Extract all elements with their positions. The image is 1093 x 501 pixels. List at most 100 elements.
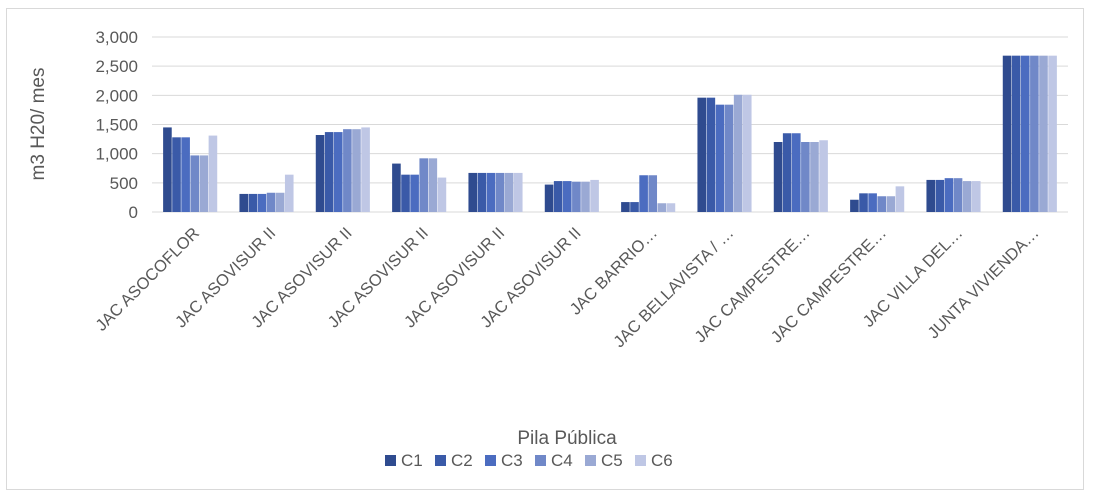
- bar: [248, 193, 258, 212]
- bar: [590, 179, 599, 212]
- legend-label: C2: [451, 451, 473, 470]
- bar: [392, 163, 401, 212]
- y-tick-label: 0: [129, 203, 138, 222]
- y-tick-label: 1,500: [95, 116, 138, 135]
- legend-swatch: [535, 455, 546, 466]
- bar: [172, 137, 181, 212]
- bar: [926, 179, 936, 212]
- x-axis-title: Pila Pública: [517, 428, 617, 449]
- legend-label: C4: [551, 451, 573, 470]
- bar: [553, 181, 563, 212]
- bar: [275, 192, 285, 212]
- bar: [791, 133, 801, 212]
- bar: [544, 184, 554, 212]
- y-tick-labels: 0 500 1,000 1,500 2,000 2,500 3,000: [95, 28, 138, 222]
- bar: [886, 196, 896, 212]
- bar: [953, 178, 963, 212]
- bar: [266, 192, 276, 212]
- legend-label: C1: [401, 451, 423, 470]
- legend-label: C3: [501, 451, 523, 470]
- bar: [199, 155, 209, 212]
- bar: [163, 127, 172, 212]
- bar: [819, 140, 828, 212]
- bar: [284, 174, 294, 212]
- bar: [877, 196, 887, 212]
- bar: [971, 181, 981, 212]
- bars: [163, 55, 1057, 212]
- bar: [733, 94, 743, 212]
- bar: [239, 193, 249, 212]
- bar: [324, 132, 334, 212]
- legend-swatch: [485, 455, 496, 466]
- bar: [495, 172, 505, 212]
- chart-frame: [6, 8, 1084, 490]
- bar: [742, 94, 752, 212]
- bar: [468, 172, 478, 212]
- bar: [697, 97, 707, 212]
- bar: [486, 172, 496, 212]
- bar: [962, 181, 972, 212]
- bar: [1030, 55, 1039, 212]
- bar: [801, 142, 810, 212]
- bar: [715, 104, 725, 212]
- bar: [935, 179, 945, 212]
- bar: [1020, 55, 1030, 212]
- legend-swatch: [435, 455, 446, 466]
- bar: [1011, 55, 1021, 212]
- bar: [657, 203, 667, 212]
- bar: [401, 174, 410, 212]
- legend-swatch: [385, 455, 396, 466]
- legend-swatch: [635, 455, 646, 466]
- bar: [343, 129, 352, 212]
- bar: [859, 193, 868, 212]
- bar: [1048, 55, 1057, 212]
- bar: [333, 132, 343, 212]
- bar: [361, 127, 370, 212]
- y-tick-label: 2,000: [95, 86, 138, 105]
- bar: [868, 193, 877, 212]
- bar: [581, 181, 590, 212]
- bar: [782, 133, 792, 212]
- y-tick-label: 2,500: [95, 57, 138, 76]
- bar: [639, 175, 648, 212]
- bar: [773, 142, 783, 212]
- bar: [410, 174, 419, 212]
- bar: [181, 137, 190, 212]
- bar: [190, 155, 200, 212]
- bar: [850, 199, 859, 212]
- legend-swatch: [585, 455, 596, 466]
- bar: [1039, 55, 1048, 212]
- bar: [315, 135, 325, 212]
- bar: [562, 181, 572, 212]
- bar: [648, 175, 658, 212]
- bar: [1002, 55, 1012, 212]
- bar: [257, 193, 267, 212]
- bar: [724, 104, 734, 212]
- bar: [630, 202, 639, 212]
- grid-lines: [152, 36, 1068, 213]
- legend-label: C6: [651, 451, 673, 470]
- bar: [352, 129, 361, 212]
- y-axis-title: m3 H20/ mes: [28, 68, 49, 181]
- bar: [208, 135, 218, 212]
- y-tick-label: 500: [110, 174, 138, 193]
- bar: [621, 202, 630, 212]
- y-tick-label: 1,000: [95, 145, 138, 164]
- bar: [419, 158, 429, 212]
- bar: [706, 97, 716, 212]
- bar: [513, 172, 523, 212]
- bar: [504, 172, 514, 212]
- bar: [428, 158, 438, 212]
- bar: [572, 181, 581, 212]
- bar: [437, 177, 447, 212]
- bar: [944, 178, 954, 212]
- bar: [895, 186, 905, 212]
- bar: [666, 203, 676, 212]
- y-tick-label: 3,000: [95, 28, 138, 47]
- legend: C1 C2 C3 C4 C5 C6: [385, 451, 673, 470]
- legend-label: C5: [601, 451, 623, 470]
- bar: [810, 142, 819, 212]
- bar: [477, 172, 487, 212]
